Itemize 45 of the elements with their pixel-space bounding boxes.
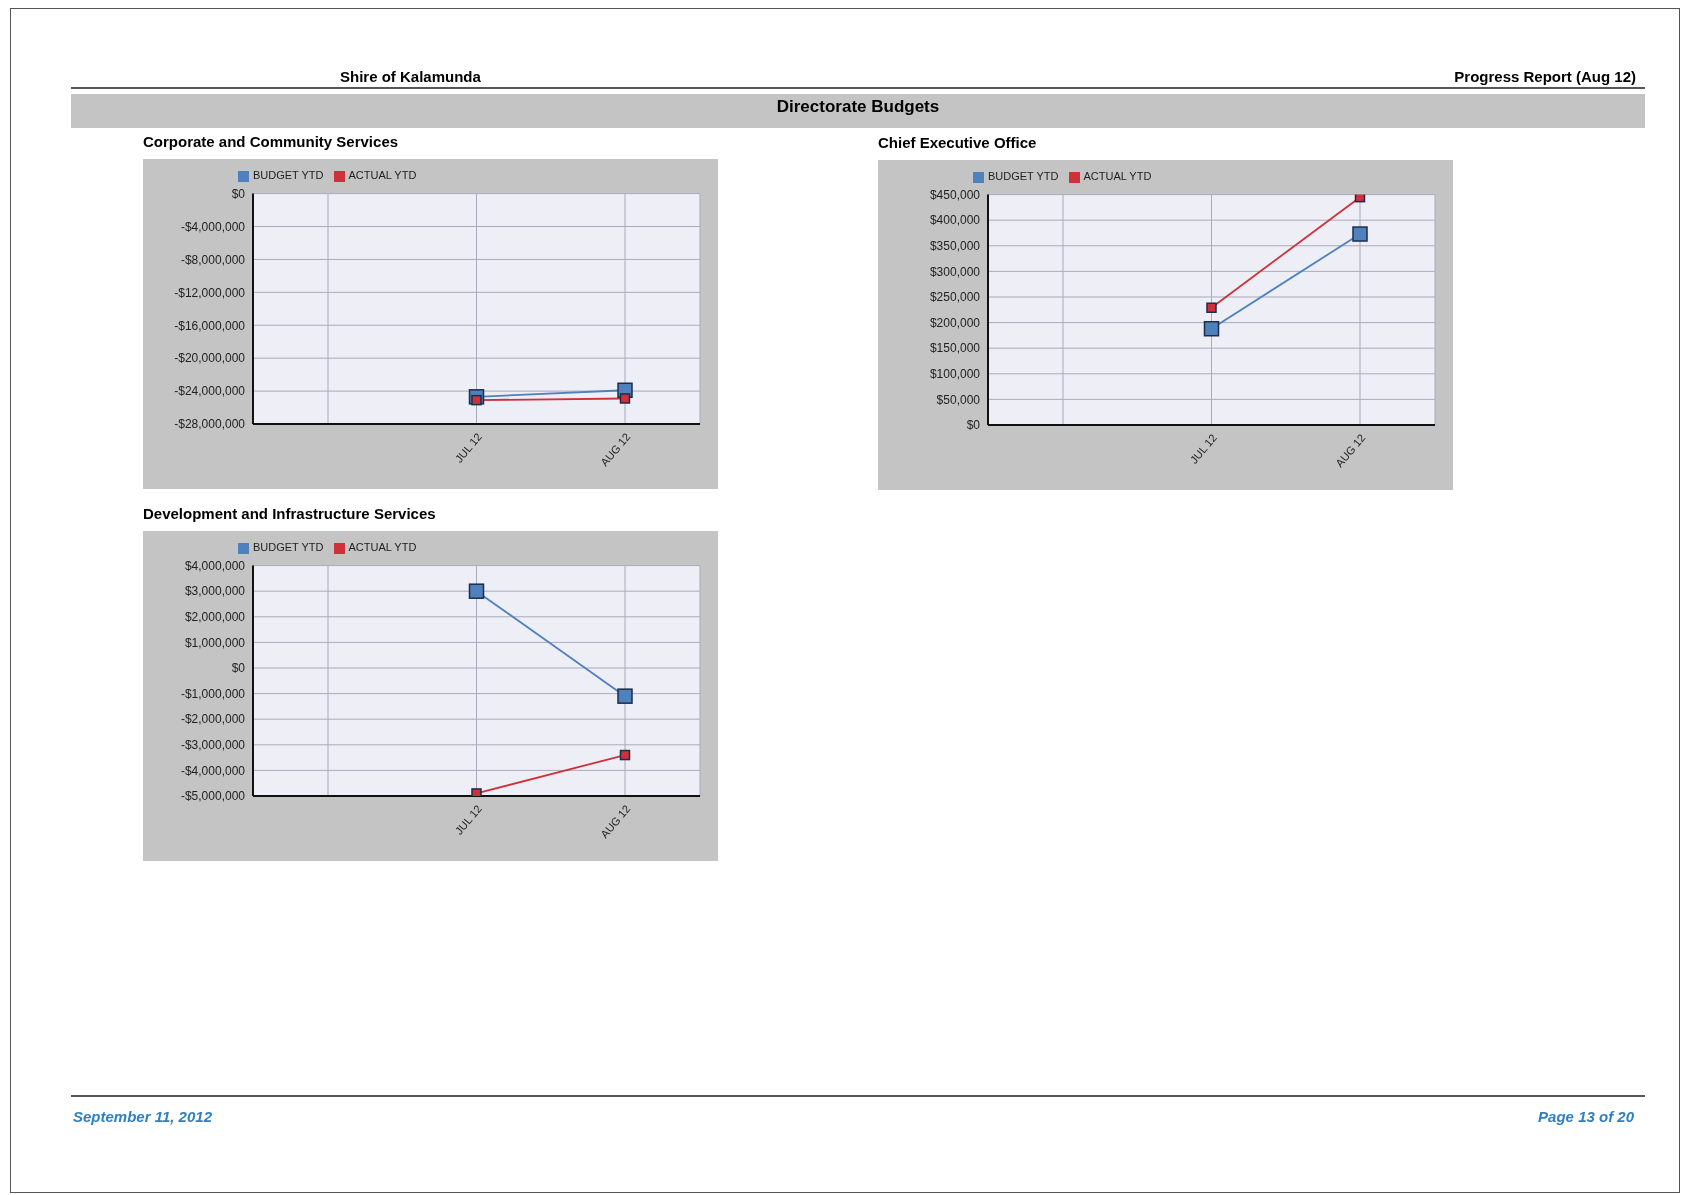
legend-label: BUDGET YTD (253, 169, 324, 181)
y-tick-label: -$12,000,000 (174, 285, 246, 300)
y-tick-label: -$5,000,000 (180, 789, 246, 804)
text: September 11, 2012 (73, 1108, 212, 1125)
y-tick-label: $3,000,000 (184, 584, 246, 599)
y-tick-label: -$24,000,000 (174, 384, 246, 399)
x-tick-label: JUL 12 (452, 802, 485, 837)
y-tick-label: $200,000 (929, 315, 981, 330)
y-tick-label: $350,000 (929, 239, 981, 254)
text: Page 13 of 20 (1538, 1108, 1634, 1125)
y-tick-label: $400,000 (929, 213, 981, 228)
legend-label: ACTUAL YTD (1083, 170, 1152, 182)
legend-label: ACTUAL YTD (348, 541, 417, 553)
chart-title: Development and Infrastructure Services (143, 504, 437, 524)
y-tick-label: $50,000 (936, 392, 981, 407)
legend-label: BUDGET YTD (253, 541, 324, 553)
text: Shire of Kalamunda (340, 68, 481, 85)
y-tick-label: $150,000 (929, 341, 981, 356)
y-tick-label: -$3,000,000 (180, 738, 246, 753)
chart-title: Corporate and Community Services (143, 132, 400, 152)
y-tick-label: -$4,000,000 (180, 763, 246, 778)
y-tick-label: $300,000 (929, 264, 981, 279)
chart-title: Chief Executive Office (878, 133, 1038, 153)
y-tick-label: $1,000,000 (184, 635, 246, 650)
y-tick-label: -$1,000,000 (180, 686, 246, 701)
text: Directorate Budgets (775, 97, 941, 117)
y-tick-label: $0 (231, 186, 246, 201)
y-tick-label: -$4,000,000 (180, 219, 246, 234)
y-tick-label: $250,000 (929, 290, 981, 305)
y-tick-label: $100,000 (929, 367, 981, 382)
y-tick-label: -$16,000,000 (174, 318, 246, 333)
legend-label: ACTUAL YTD (348, 169, 417, 181)
y-tick-label: -$8,000,000 (180, 252, 246, 267)
y-tick-label: -$2,000,000 (180, 712, 246, 727)
y-tick-label: -$20,000,000 (174, 351, 246, 366)
legend-label: BUDGET YTD (988, 170, 1059, 182)
y-tick-label: $0 (966, 418, 981, 433)
y-tick-label: -$28,000,000 (174, 417, 246, 432)
y-tick-label: $4,000,000 (184, 558, 246, 573)
text: Progress Report (Aug 12) (1454, 68, 1636, 85)
y-tick-label: $0 (231, 661, 246, 676)
x-tick-label: JUL 12 (452, 430, 485, 465)
y-tick-label: $2,000,000 (184, 610, 246, 625)
x-tick-label: JUL 12 (1187, 431, 1220, 466)
y-tick-label: $450,000 (929, 187, 981, 202)
